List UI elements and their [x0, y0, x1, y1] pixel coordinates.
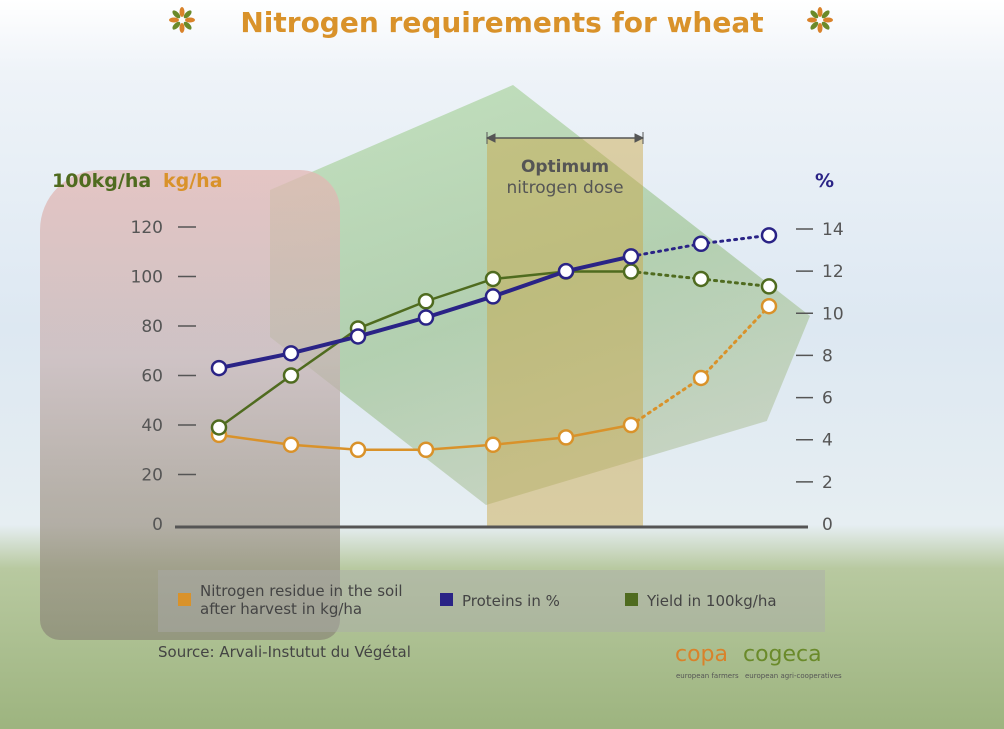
data-point-proteins	[282, 345, 300, 362]
tractor-photo	[40, 170, 340, 640]
data-point-proteins	[484, 288, 502, 305]
data-point-proteins	[557, 262, 575, 280]
flower-icon	[169, 7, 195, 33]
right-tick-label: 0	[822, 515, 833, 535]
optimum-band	[487, 138, 643, 528]
data-point-residue	[692, 369, 710, 387]
legend-swatch-residue	[178, 593, 191, 606]
legend-label-residue: Nitrogen residue in the soil	[200, 582, 403, 600]
data-point-proteins	[692, 235, 710, 252]
series-dotted-residue	[629, 304, 771, 427]
data-point-proteins	[760, 227, 778, 244]
left-tick-label: 0	[152, 515, 163, 535]
data-point-yield	[417, 293, 435, 310]
right-tick-label: 8	[822, 346, 833, 366]
data-point-residue	[622, 416, 640, 434]
data-point-residue	[349, 441, 367, 458]
arrow-heads	[485, 132, 645, 144]
data-point-residue	[484, 436, 502, 454]
data-point-yield	[282, 367, 300, 384]
left-axis-label-kgha: kg/ha	[163, 170, 223, 192]
right-axis-label: %	[815, 170, 834, 192]
data-point-residue	[282, 436, 300, 454]
logo-copa: copa	[675, 642, 728, 667]
data-point-yield	[622, 263, 640, 280]
legend-swatch-yield	[625, 593, 638, 606]
data-point-residue	[557, 429, 575, 446]
data-point-residue	[760, 297, 778, 315]
logo-cogeca: cogeca	[743, 642, 822, 667]
right-tick-label: 12	[822, 262, 844, 282]
right-tick-label: 14	[822, 220, 844, 240]
right-tick-label: 10	[822, 304, 844, 324]
legend-swatch-proteins	[440, 593, 453, 606]
source-note: Source: Arvali-Instutut du Végétal	[158, 643, 411, 661]
right-tick-label: 4	[822, 431, 833, 451]
right-tick-label: 2	[822, 473, 833, 493]
flower-icon	[807, 7, 833, 33]
data-point-yield	[484, 270, 502, 288]
logo-cogeca-sub: european agri-cooperatives	[745, 672, 842, 680]
data-point-yield	[760, 278, 778, 295]
left-tick-label: 40	[141, 416, 163, 436]
data-point-proteins	[349, 328, 367, 345]
optimum-label-line2: nitrogen dose	[506, 178, 623, 198]
data-point-yield	[692, 270, 710, 288]
left-tick-label: 100	[131, 268, 163, 288]
left-axis-label-yield: 100kg/ha	[52, 170, 151, 192]
data-point-yield	[210, 419, 228, 436]
legend-label-yield: Yield in 100kg/ha	[646, 592, 777, 610]
logo-copa-sub: european farmers	[676, 672, 739, 680]
legend-label-residue-line2: after harvest in kg/ha	[200, 600, 362, 618]
right-tick-label: 6	[822, 389, 833, 409]
data-point-proteins	[210, 359, 228, 377]
left-tick-label: 60	[141, 367, 163, 387]
data-point-proteins	[417, 309, 435, 326]
data-point-proteins	[622, 248, 640, 265]
left-tick-label: 80	[141, 317, 163, 337]
data-point-residue	[417, 441, 435, 458]
chart-title: Nitrogen requirements for wheat	[240, 6, 763, 39]
optimum-label-line1: Optimum	[521, 157, 609, 177]
left-tick-label: 120	[131, 218, 163, 238]
legend-label-proteins: Proteins in %	[462, 592, 560, 610]
left-tick-label: 20	[141, 466, 163, 486]
legend-box	[158, 570, 825, 632]
